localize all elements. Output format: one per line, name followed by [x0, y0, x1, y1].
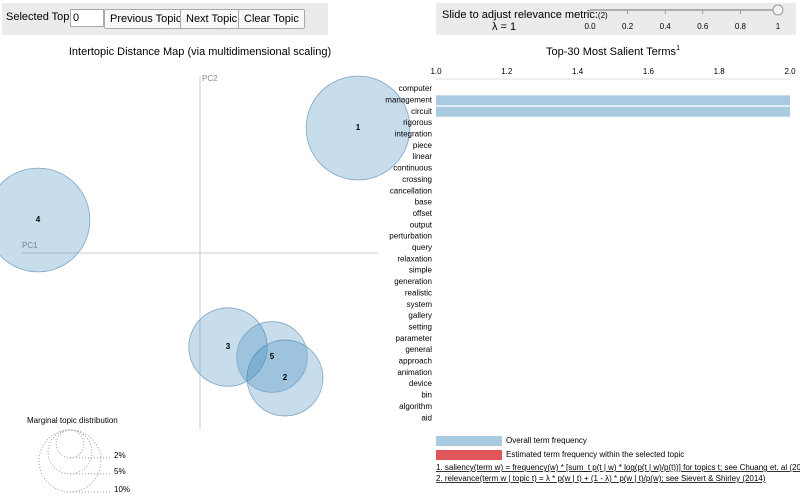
footnote[interactable]: 1. saliency(term w) = frequency(w) * [su…	[436, 463, 800, 472]
x-tick-label: 1.4	[572, 67, 584, 76]
size-legend-label: 2%	[114, 451, 126, 460]
term-label[interactable]: device	[409, 379, 433, 388]
topic-label: 5	[270, 352, 275, 361]
term-label[interactable]: perturbation	[389, 232, 432, 241]
footnote[interactable]: 2. relevance(term w | topic t) = λ * p(w…	[436, 474, 766, 483]
term-label[interactable]: output	[410, 220, 433, 229]
legend-label: Overall term frequency	[506, 436, 587, 445]
slider-tick-label: 0.6	[697, 22, 709, 31]
term-label[interactable]: parameter	[396, 334, 433, 343]
x-tick-label: 1.2	[501, 67, 513, 76]
x-tick-label: 2.0	[784, 67, 796, 76]
topic-bubble[interactable]	[236, 321, 308, 393]
size-legend-label: 5%	[114, 467, 126, 476]
legend-swatch	[436, 436, 502, 446]
term-bar	[436, 106, 790, 117]
term-label[interactable]: circuit	[411, 107, 433, 116]
term-label[interactable]: system	[407, 300, 433, 309]
term-label[interactable]: management	[385, 95, 432, 104]
slider-note: (2)	[597, 11, 608, 20]
term-label[interactable]: approach	[399, 357, 432, 366]
next-button[interactable]: Next Topic	[180, 9, 244, 29]
x-tick-label: 1.8	[714, 67, 726, 76]
topic-bubble[interactable]	[305, 75, 411, 181]
size-legend-circle	[47, 429, 93, 475]
term-label[interactable]: setting	[408, 322, 432, 331]
x-tick-label: 1.6	[643, 67, 655, 76]
slider-tick-label: 1	[776, 22, 781, 31]
term-label[interactable]: query	[412, 243, 432, 252]
topic-panel: Selected Topic: 0 Previous Topic Next To…	[2, 3, 328, 35]
selected-topic-label: Selected Topic:	[6, 11, 81, 23]
term-label[interactable]: simple	[409, 266, 433, 275]
bar-title-text: Top-30 Most Salient Terms	[546, 46, 677, 58]
pc1-label: PC1	[22, 241, 38, 250]
bar-title: Top-30 Most Salient Terms1	[546, 45, 680, 58]
pc2-label: PC2	[202, 74, 218, 83]
size-legend-circle	[55, 429, 85, 459]
legend-swatch	[436, 450, 502, 460]
topic-label: 4	[36, 215, 41, 224]
term-label[interactable]: gallery	[408, 311, 432, 320]
term-label[interactable]: computer	[399, 84, 433, 93]
term-label[interactable]: cancellation	[390, 186, 432, 195]
topic-input[interactable]: 0	[70, 9, 104, 27]
clear-button[interactable]: Clear Topic	[238, 9, 305, 29]
topic-label: 3	[226, 342, 231, 351]
topic-label: 1	[356, 123, 361, 132]
term-label[interactable]: bin	[421, 391, 432, 400]
term-label[interactable]: continuous	[393, 164, 432, 173]
slider-panel: Slide to adjust relevance metric:(2) λ =…	[436, 3, 796, 35]
term-label[interactable]: linear	[412, 152, 432, 161]
slider-tick-label: 0.4	[660, 22, 672, 31]
term-bar	[436, 95, 790, 106]
size-legend-label: 10%	[114, 485, 130, 494]
slider-tick-label: 0.2	[622, 22, 634, 31]
bar-title-note: 1	[676, 45, 680, 52]
topic-bubble[interactable]	[188, 307, 268, 387]
topic-bubble[interactable]	[0, 167, 91, 273]
term-label[interactable]: realistic	[405, 288, 432, 297]
x-tick-label: 1.0	[430, 67, 442, 76]
term-label[interactable]: relaxation	[397, 254, 432, 263]
term-label[interactable]: animation	[397, 368, 432, 377]
slider-label: Slide to adjust relevance metric:(2)	[442, 9, 608, 21]
term-label[interactable]: base	[415, 198, 433, 207]
term-label[interactable]: crossing	[402, 175, 432, 184]
term-label[interactable]: general	[405, 345, 432, 354]
slider-tick-label: 0.8	[735, 22, 747, 31]
slider-handle[interactable]	[772, 4, 784, 16]
topic-label: 2	[283, 373, 288, 382]
lambda-text: λ = 1	[492, 21, 517, 33]
legend-label: Estimated term frequency within the sele…	[506, 450, 684, 459]
term-label[interactable]: offset	[413, 209, 433, 218]
size-legend-circle	[38, 429, 102, 493]
slider-label-text: Slide to adjust relevance metric:	[442, 9, 598, 21]
size-legend-title: Marginal topic distribution	[27, 416, 118, 425]
term-label[interactable]: rigorous	[403, 118, 432, 127]
term-label[interactable]: aid	[421, 413, 432, 422]
term-label[interactable]: integration	[395, 130, 432, 139]
map-title: Intertopic Distance Map (via multidimens…	[69, 46, 331, 58]
term-label[interactable]: piece	[413, 141, 433, 150]
slider-tick-label: 0.0	[584, 22, 596, 31]
topic-bubble[interactable]	[246, 339, 324, 417]
term-label[interactable]: algorithm	[399, 402, 432, 411]
term-label[interactable]: generation	[394, 277, 432, 286]
